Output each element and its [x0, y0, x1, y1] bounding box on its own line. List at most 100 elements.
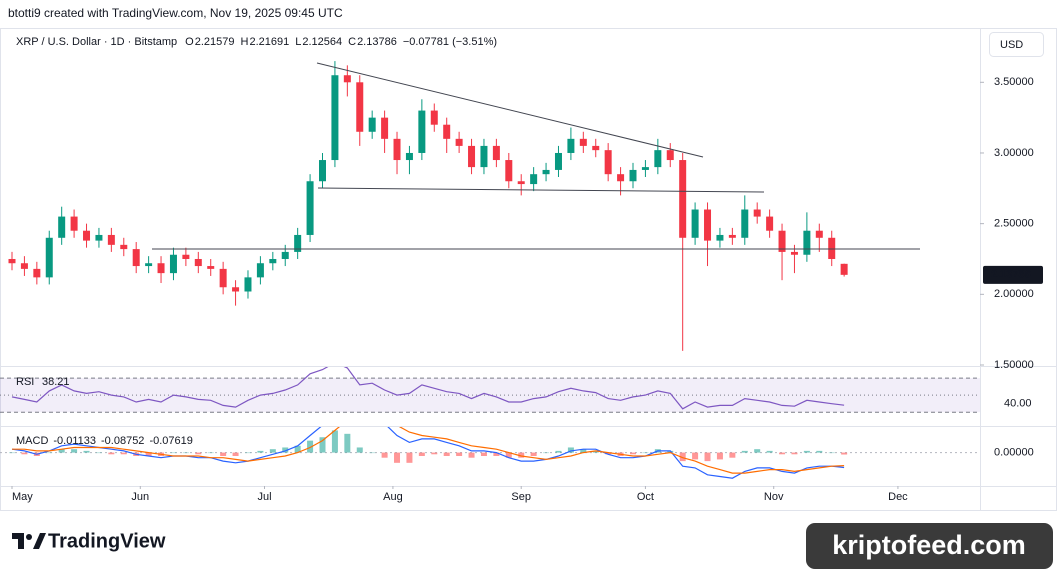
- candle-body: [430, 110, 438, 125]
- x-tick-label: Jul: [257, 491, 271, 503]
- macd-hist: [9, 452, 15, 454]
- candle-body: [244, 277, 252, 292]
- candle-body: [728, 234, 736, 238]
- macd-hist: [803, 450, 810, 453]
- legend-text: C: [348, 36, 356, 48]
- rsi-name: RSI: [16, 376, 34, 388]
- candle-body: [232, 287, 240, 292]
- candle-body: [256, 263, 264, 278]
- candle-body: [132, 249, 140, 267]
- legend-text: 2.21579: [195, 36, 235, 48]
- candle-body: [803, 230, 811, 255]
- y-tick-label: 1.50000: [994, 359, 1034, 371]
- x-tick-label: Sep: [511, 491, 531, 503]
- trend-line: [317, 187, 765, 193]
- macd-hist: [555, 450, 562, 453]
- candle-body: [554, 152, 562, 170]
- candle-body: [33, 268, 41, 278]
- watermark-badge: [806, 523, 1053, 569]
- candle-body: [107, 234, 115, 245]
- rsi-line: [11, 367, 845, 410]
- macd-hist: [71, 449, 78, 453]
- candle-body: [194, 258, 202, 267]
- macd-hist: [592, 450, 599, 453]
- x-tick-label: Dec: [888, 491, 908, 503]
- currency-button[interactable]: [989, 32, 1044, 57]
- legend-text: H: [241, 36, 249, 48]
- candle-body: [169, 254, 177, 274]
- candle-body: [8, 258, 16, 264]
- macd-hist: [630, 452, 636, 455]
- macd-hist: [754, 449, 761, 453]
- macd-hist: [468, 452, 475, 458]
- macd-hist: [307, 440, 314, 453]
- candle-body: [666, 150, 674, 161]
- logo-text: TradingView: [48, 530, 166, 552]
- macd-hist: [46, 452, 53, 454]
- macd-hist: [518, 452, 525, 458]
- macd-line: [11, 427, 845, 479]
- candle-body: [716, 234, 724, 241]
- macd-pane: [0, 427, 980, 479]
- macd-hist: [294, 445, 301, 453]
- candle-body: [790, 251, 798, 255]
- candle-body: [331, 75, 339, 161]
- candle-body: [704, 209, 712, 241]
- candle-body: [753, 209, 761, 217]
- macd-hist: [530, 452, 537, 456]
- macd-hist: [716, 452, 723, 460]
- candle-body: [70, 216, 78, 231]
- y-tick-label: 2.00000: [994, 288, 1034, 300]
- candle-body: [579, 138, 587, 146]
- last-price-tag: [983, 265, 1043, 284]
- x-tick-label: Oct: [637, 491, 654, 503]
- candle-body: [219, 268, 227, 288]
- candle-body: [468, 145, 476, 168]
- candle-body: [120, 244, 128, 250]
- legend-text: 2.21691: [249, 36, 289, 48]
- legend-text: O: [185, 36, 194, 48]
- legend-text: XRP / U.S. Dollar · 1D · Bitstamp: [16, 36, 177, 48]
- macd-hist: [108, 452, 115, 455]
- y-tick-label: 2.50000: [994, 218, 1034, 230]
- candle-body: [20, 263, 28, 269]
- macd-hist: [21, 452, 28, 455]
- watermark: kriptofeed.com: [832, 530, 1026, 560]
- candle-body: [368, 117, 376, 132]
- legend-text: 2.12564: [302, 36, 342, 48]
- macd-hist: [207, 452, 214, 454]
- candle-body: [840, 263, 848, 275]
- candle-body: [145, 263, 153, 267]
- candle-body: [492, 145, 500, 161]
- y-tick-label: 3.50000: [994, 76, 1034, 88]
- macd-hist: [418, 452, 425, 456]
- x-tick-label: Jun: [131, 491, 149, 503]
- overlay: XRP / U.S. Dollar · 1D · Bitstamp O 2.2157…: [11, 36, 1043, 503]
- candle-body: [58, 216, 66, 238]
- macd-hist: [269, 449, 276, 453]
- macd-hist: [729, 452, 736, 458]
- macd-hist: [642, 452, 649, 454]
- macd-hist: [182, 452, 189, 454]
- candle-body: [281, 251, 289, 259]
- candle-body: [505, 160, 513, 182]
- macd-hist: [195, 452, 202, 455]
- signal-line: [12, 427, 845, 474]
- macd-hist: [381, 452, 388, 458]
- candle-body: [517, 181, 525, 185]
- macd-hist: [741, 450, 748, 453]
- macd-hist: [766, 450, 773, 453]
- candle-body: [654, 150, 662, 168]
- candle-body: [617, 174, 625, 182]
- candle-body: [343, 75, 351, 83]
- macd-hist: [704, 452, 711, 462]
- macd-hist: [58, 449, 65, 453]
- macd-hist: [456, 452, 463, 456]
- macd-legend: -0.08752: [101, 435, 144, 447]
- macd-hist: [331, 430, 338, 453]
- currency[interactable]: USD: [1000, 39, 1023, 51]
- macd-hist: [220, 452, 227, 456]
- macd-hist: [828, 452, 835, 454]
- macd-hist: [244, 452, 251, 454]
